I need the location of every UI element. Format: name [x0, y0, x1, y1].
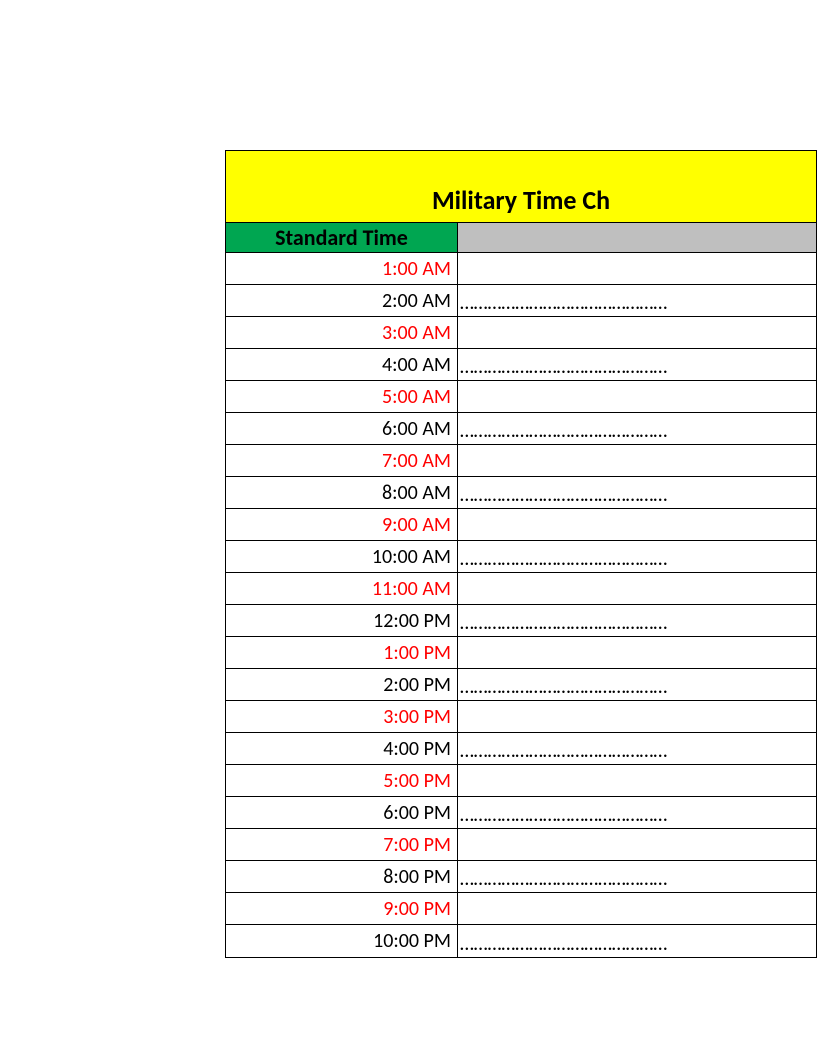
table-row: 5:00 PM: [226, 765, 816, 797]
military-time-cell: [458, 573, 816, 604]
standard-time-cell: 3:00 AM: [226, 317, 458, 348]
table-row: 1:00 AM: [226, 253, 816, 285]
standard-time-cell: 10:00 AM: [226, 541, 458, 572]
table-row: 12:00 PM………………………………………: [226, 605, 816, 637]
military-time-cell: ………………………………………: [458, 797, 816, 828]
military-time-cell: [458, 381, 816, 412]
standard-time-cell: 9:00 PM: [226, 893, 458, 924]
standard-time-cell: 7:00 AM: [226, 445, 458, 476]
table-row: 7:00 AM: [226, 445, 816, 477]
table-row: 7:00 PM: [226, 829, 816, 861]
table-row: 5:00 AM: [226, 381, 816, 413]
standard-time-cell: 7:00 PM: [226, 829, 458, 860]
standard-time-cell: 8:00 PM: [226, 861, 458, 892]
standard-time-cell: 9:00 AM: [226, 509, 458, 540]
standard-time-cell: 12:00 PM: [226, 605, 458, 636]
military-time-cell: [458, 829, 816, 860]
header-row: Standard Time: [226, 223, 816, 253]
table-row: 8:00 PM………………………………………: [226, 861, 816, 893]
table-row: 2:00 AM………………………………………: [226, 285, 816, 317]
standard-time-cell: 2:00 PM: [226, 669, 458, 700]
table-row: 4:00 PM………………………………………: [226, 733, 816, 765]
standard-time-cell: 11:00 AM: [226, 573, 458, 604]
table-row: 3:00 PM: [226, 701, 816, 733]
military-time-cell: ………………………………………: [458, 733, 816, 764]
standard-time-cell: 8:00 AM: [226, 477, 458, 508]
table-row: 3:00 AM: [226, 317, 816, 349]
standard-time-cell: 1:00 PM: [226, 637, 458, 668]
table-row: 8:00 AM………………………………………: [226, 477, 816, 509]
data-rows-container: 1:00 AM2:00 AM………………………………………3:00 AM4:00…: [226, 253, 816, 957]
military-time-cell: ………………………………………: [458, 413, 816, 444]
military-time-cell: ………………………………………: [458, 925, 816, 957]
military-time-cell: [458, 893, 816, 924]
military-time-cell: ………………………………………: [458, 349, 816, 380]
standard-time-cell: 6:00 AM: [226, 413, 458, 444]
military-time-cell: ………………………………………: [458, 861, 816, 892]
table-row: 9:00 PM: [226, 893, 816, 925]
header-military-time: [458, 223, 816, 252]
standard-time-cell: 1:00 AM: [226, 253, 458, 284]
military-time-cell: [458, 509, 816, 540]
military-time-cell: ………………………………………: [458, 541, 816, 572]
military-time-cell: [458, 765, 816, 796]
military-time-cell: [458, 445, 816, 476]
table-row: 4:00 AM………………………………………: [226, 349, 816, 381]
military-time-cell: ………………………………………: [458, 669, 816, 700]
standard-time-cell: 6:00 PM: [226, 797, 458, 828]
military-time-cell: ………………………………………: [458, 605, 816, 636]
military-time-cell: [458, 637, 816, 668]
table-row: 11:00 AM: [226, 573, 816, 605]
table-row: 6:00 PM………………………………………: [226, 797, 816, 829]
time-chart-table: Military Time Ch Standard Time 1:00 AM2:…: [225, 150, 817, 958]
table-row: 10:00 PM………………………………………: [226, 925, 816, 957]
military-time-cell: [458, 701, 816, 732]
header-standard-time: Standard Time: [226, 223, 458, 252]
chart-title: Military Time Ch: [226, 151, 816, 223]
table-row: 1:00 PM: [226, 637, 816, 669]
standard-time-cell: 5:00 PM: [226, 765, 458, 796]
military-time-cell: [458, 317, 816, 348]
military-time-cell: ………………………………………: [458, 477, 816, 508]
standard-time-cell: 10:00 PM: [226, 925, 458, 957]
table-row: 9:00 AM: [226, 509, 816, 541]
table-row: 2:00 PM………………………………………: [226, 669, 816, 701]
standard-time-cell: 4:00 AM: [226, 349, 458, 380]
standard-time-cell: 2:00 AM: [226, 285, 458, 316]
standard-time-cell: 5:00 AM: [226, 381, 458, 412]
table-row: 6:00 AM………………………………………: [226, 413, 816, 445]
standard-time-cell: 4:00 PM: [226, 733, 458, 764]
military-time-cell: ………………………………………: [458, 285, 816, 316]
military-time-cell: [458, 253, 816, 284]
standard-time-cell: 3:00 PM: [226, 701, 458, 732]
table-row: 10:00 AM………………………………………: [226, 541, 816, 573]
